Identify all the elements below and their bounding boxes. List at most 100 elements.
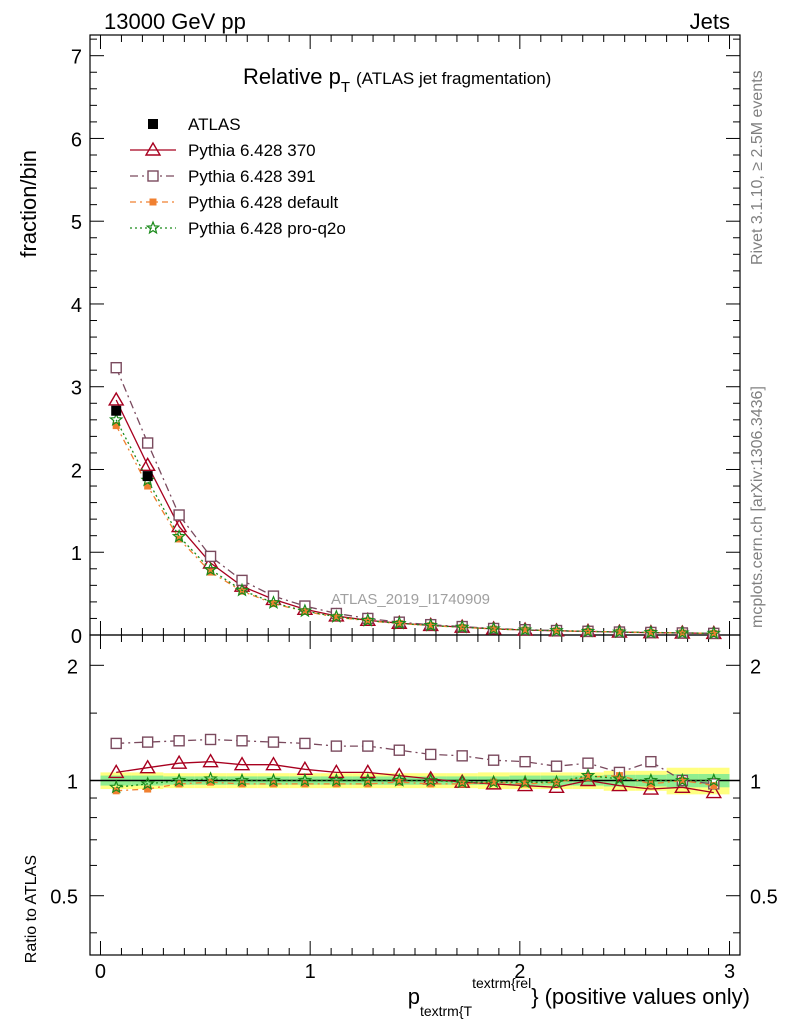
ratio-y-tick-label: 2 bbox=[67, 656, 78, 678]
main-point-pythia-6-428-default bbox=[427, 622, 435, 630]
main-point-pythia-6-428-default bbox=[238, 587, 246, 595]
ratio-point-pythia-6-428-391 bbox=[393, 744, 405, 756]
ratio-point-pythia-6-428-370 bbox=[170, 754, 188, 769]
main-series-atlas bbox=[111, 405, 153, 482]
ratio-point-pythia-6-428-default bbox=[269, 780, 277, 788]
ratio-point-pythia-6-428-pro-q2o bbox=[643, 772, 659, 787]
x-tick-label: 3 bbox=[724, 961, 735, 983]
ratio-point-pythia-6-428-391 bbox=[204, 733, 217, 746]
ratio-y-tick-label-right: 2 bbox=[750, 656, 761, 678]
ratio-point-pythia-6-428-default bbox=[238, 780, 246, 788]
ratio-point-pythia-6-428-391 bbox=[582, 757, 594, 769]
ratio-y-tick-label: 1 bbox=[67, 772, 78, 794]
ratio-point-pythia-6-428-pro-q2o bbox=[486, 774, 501, 789]
ratio-point-pythia-6-428-pro-q2o bbox=[612, 771, 627, 786]
jets-label: Jets bbox=[690, 9, 730, 34]
ratio-point-pythia-6-428-391 bbox=[141, 736, 154, 748]
ratio-y-tick-label-right: 1 bbox=[750, 772, 761, 794]
legend-label-pythia-6-428-pro-q2o: Pythia 6.428 pro-q2o bbox=[188, 219, 346, 238]
ratio-point-pythia-6-428-391 bbox=[519, 755, 531, 768]
ratio-point-pythia-6-428-default bbox=[678, 777, 686, 785]
main-point-pythia-6-428-pro-q2o bbox=[423, 617, 438, 632]
main-ylabel: fraction/bin bbox=[16, 150, 41, 258]
ratio-point-pythia-6-428-391 bbox=[425, 748, 437, 761]
ratio-point-pythia-6-428-pro-q2o bbox=[203, 771, 218, 786]
main-point-pythia-6-428-pro-q2o bbox=[360, 612, 376, 627]
ratio-point-pythia-6-428-pro-q2o bbox=[549, 774, 564, 789]
legend-marker-pythia-6-428-370 bbox=[144, 141, 162, 156]
ratio-point-pythia-6-428-370 bbox=[139, 759, 156, 774]
legend-marker-pythia-6-428-391 bbox=[147, 170, 159, 182]
y-tick-label: 4 bbox=[71, 295, 82, 317]
main-series-group bbox=[107, 361, 723, 640]
legend-marker-pythia-6-428-pro-q2o bbox=[145, 220, 161, 235]
y-tick-label: 2 bbox=[71, 460, 82, 482]
main-point-pythia-6-428-pro-q2o bbox=[171, 528, 187, 543]
main-point-pythia-6-428-pro-q2o bbox=[297, 603, 313, 618]
ratio-point-pythia-6-428-default bbox=[521, 780, 529, 788]
ratio-point-pythia-6-428-pro-q2o bbox=[706, 772, 722, 787]
main-point-pythia-6-428-default bbox=[710, 629, 718, 637]
main-point-pythia-6-428-default bbox=[615, 628, 623, 636]
main-point-pythia-6-428-pro-q2o bbox=[580, 623, 596, 638]
ratio-axes: 0.5 0.5 1 1 2 2 0 1 2 3 bbox=[50, 635, 778, 983]
main-axes: 0 1 2 3 4 5 6 7 bbox=[71, 35, 740, 648]
ratio-series-pythia-6-428-370 bbox=[107, 753, 723, 799]
ratio-point-pythia-6-428-default bbox=[458, 780, 466, 788]
y-tick-label: 0 bbox=[71, 626, 82, 648]
ratio-point-pythia-6-428-370 bbox=[674, 778, 691, 793]
main-point-pythia-6-428-pro-q2o bbox=[108, 412, 124, 427]
main-point-pythia-6-428-370 bbox=[107, 391, 125, 406]
ratio-point-pythia-6-428-391 bbox=[330, 740, 343, 752]
ratio-series-pythia-6-428-default bbox=[112, 772, 718, 795]
ratio-point-pythia-6-428-370 bbox=[359, 764, 377, 779]
legend: ATLAS Pythia 6.428 370 Pythia 6.428 391 Pyt… bbox=[130, 115, 346, 238]
ratio-point-pythia-6-428-391 bbox=[456, 750, 468, 762]
ratio-y-tick-label: 0.5 bbox=[50, 887, 78, 909]
y-tick-label: 7 bbox=[71, 47, 82, 69]
main-point-pythia-6-428-default bbox=[332, 613, 340, 621]
mcplots-reference-label: mcplots.cern.ch [arXiv:1306.3436] bbox=[749, 386, 766, 628]
ratio-point-pythia-6-428-391 bbox=[110, 737, 122, 750]
main-point-pythia-6-428-391 bbox=[141, 437, 154, 449]
legend-label-pythia-6-428-default: Pythia 6.428 default bbox=[188, 193, 339, 212]
x-tick-label: 0 bbox=[95, 961, 106, 983]
y-tick-label: 6 bbox=[71, 129, 82, 151]
ratio-point-pythia-6-428-default bbox=[584, 773, 592, 781]
ratio-point-pythia-6-428-default bbox=[615, 772, 623, 780]
ratio-point-pythia-6-428-370 bbox=[233, 756, 251, 771]
legend-marker-atlas bbox=[148, 119, 158, 129]
ratio-point-pythia-6-428-391 bbox=[236, 735, 248, 747]
main-point-pythia-6-428-default bbox=[553, 627, 561, 635]
main-point-pythia-6-428-pro-q2o bbox=[517, 622, 533, 637]
ratio-point-pythia-6-428-pro-q2o bbox=[423, 772, 438, 787]
x-axis-label: ptextrm{Ttextrm{rel} (positive values onl… bbox=[408, 975, 750, 1019]
main-point-pythia-6-428-pro-q2o bbox=[549, 623, 564, 637]
main-point-pythia-6-428-pro-q2o bbox=[643, 624, 659, 639]
ratio-point-pythia-6-428-pro-q2o bbox=[297, 772, 313, 787]
y-tick-label: 3 bbox=[71, 378, 82, 400]
main-point-pythia-6-428-default bbox=[521, 626, 529, 634]
main-line-pythia-6-428-default bbox=[115, 425, 714, 634]
ratio-point-pythia-6-428-default bbox=[710, 782, 718, 790]
ratio-point-pythia-6-428-default bbox=[647, 780, 655, 788]
main-point-pythia-6-428-default bbox=[269, 600, 277, 608]
ratio-point-pythia-6-428-391 bbox=[173, 735, 185, 747]
collision-label: 13000 GeV pp bbox=[104, 9, 246, 34]
ratio-point-pythia-6-428-370 bbox=[705, 784, 723, 799]
legend-marker-pythia-6-428-default bbox=[149, 198, 157, 206]
main-point-pythia-6-428-370 bbox=[139, 456, 156, 472]
x-tick-label: 2 bbox=[514, 961, 525, 983]
rivet-version-label: Rivet 3.1.10, ≥ 2.5M events bbox=[749, 70, 766, 265]
main-series-pythia-6-428-pro-q2o bbox=[108, 412, 722, 640]
ratio-point-pythia-6-428-391 bbox=[550, 760, 563, 772]
main-point-pythia-6-428-pro-q2o bbox=[486, 621, 501, 636]
main-point-atlas bbox=[142, 471, 153, 482]
ratio-point-pythia-6-428-default bbox=[112, 787, 120, 795]
main-point-pythia-6-428-default bbox=[301, 607, 309, 615]
ratio-point-pythia-6-428-370 bbox=[642, 780, 660, 795]
ratio-point-pythia-6-428-pro-q2o bbox=[580, 767, 596, 782]
ratio-point-pythia-6-428-pro-q2o bbox=[392, 772, 407, 787]
ratio-series-pythia-6-428-pro-q2o bbox=[108, 767, 722, 794]
main-point-pythia-6-428-pro-q2o bbox=[454, 619, 470, 634]
